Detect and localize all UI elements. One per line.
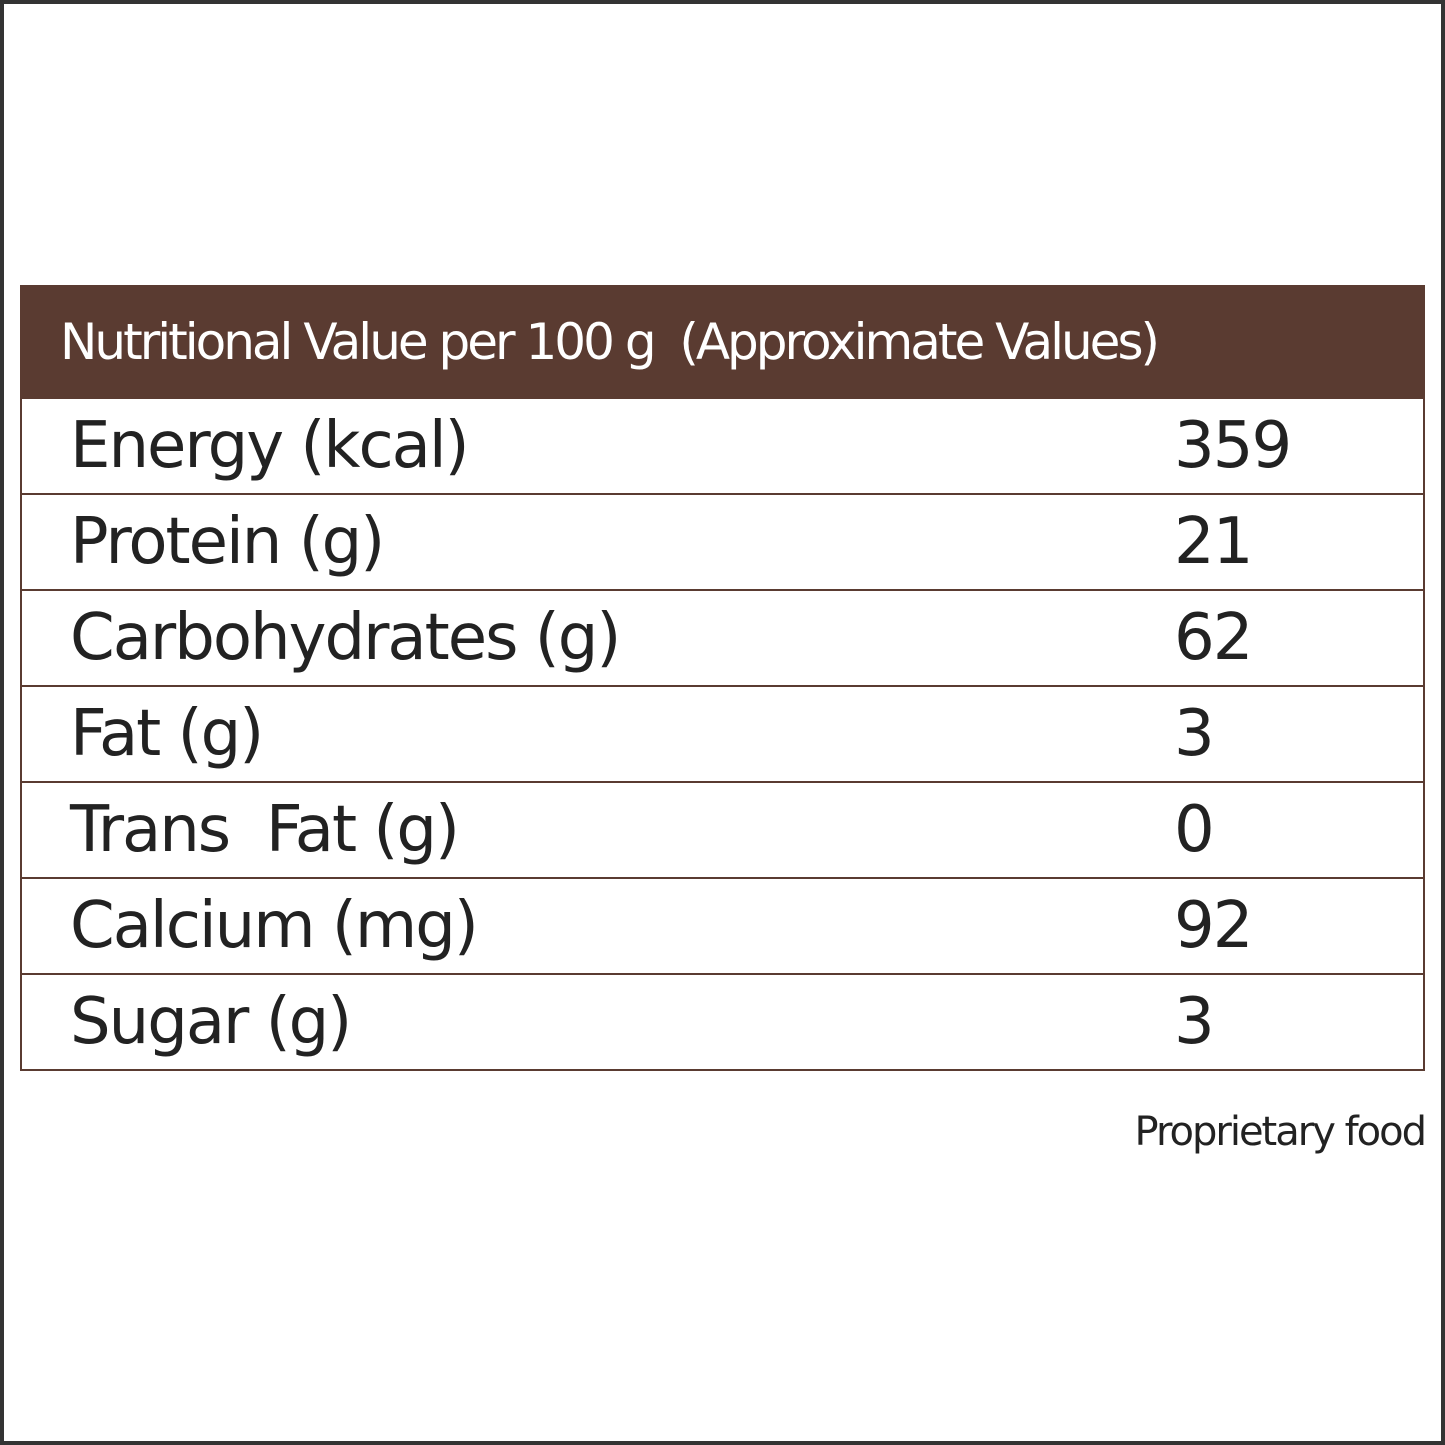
nutrient-value: 3 <box>1174 697 1215 771</box>
table-row: Trans Fat (g) 0 <box>22 781 1423 877</box>
nutrient-name: Energy (kcal) <box>70 409 470 483</box>
nutrient-name: Carbohydrates (g) <box>70 601 621 675</box>
table-row: Sugar (g) 3 <box>22 973 1423 1069</box>
nutrient-value: 3 <box>1174 985 1215 1059</box>
table-row: Energy (kcal) 359 <box>22 397 1423 493</box>
nutrient-name: Calcium (mg) <box>70 889 479 963</box>
table-body: Energy (kcal) 359 Protein (g) 21 Carbohydrat… <box>22 397 1423 1069</box>
table-row: Calcium (mg) 92 <box>22 877 1423 973</box>
nutrition-table: Nutritional Value per 100 g (Approximate… <box>20 285 1425 1071</box>
footer-note: Proprietary food <box>1134 1109 1427 1155</box>
nutrient-name: Fat (g) <box>70 697 264 771</box>
table-row: Carbohydrates (g) 62 <box>22 589 1423 685</box>
nutrient-name: Trans Fat (g) <box>70 793 460 867</box>
nutrient-value: 62 <box>1174 601 1253 675</box>
nutrient-value: 92 <box>1174 889 1253 963</box>
nutrient-value: 21 <box>1174 505 1253 579</box>
nutrient-name: Protein (g) <box>70 505 385 579</box>
nutrient-value: 0 <box>1174 793 1215 867</box>
nutrient-name: Sugar (g) <box>70 985 352 1059</box>
table-title: Nutritional Value per 100 g (Approximate… <box>22 287 1423 397</box>
table-row: Fat (g) 3 <box>22 685 1423 781</box>
table-row: Protein (g) 21 <box>22 493 1423 589</box>
nutrient-value: 359 <box>1174 409 1292 483</box>
